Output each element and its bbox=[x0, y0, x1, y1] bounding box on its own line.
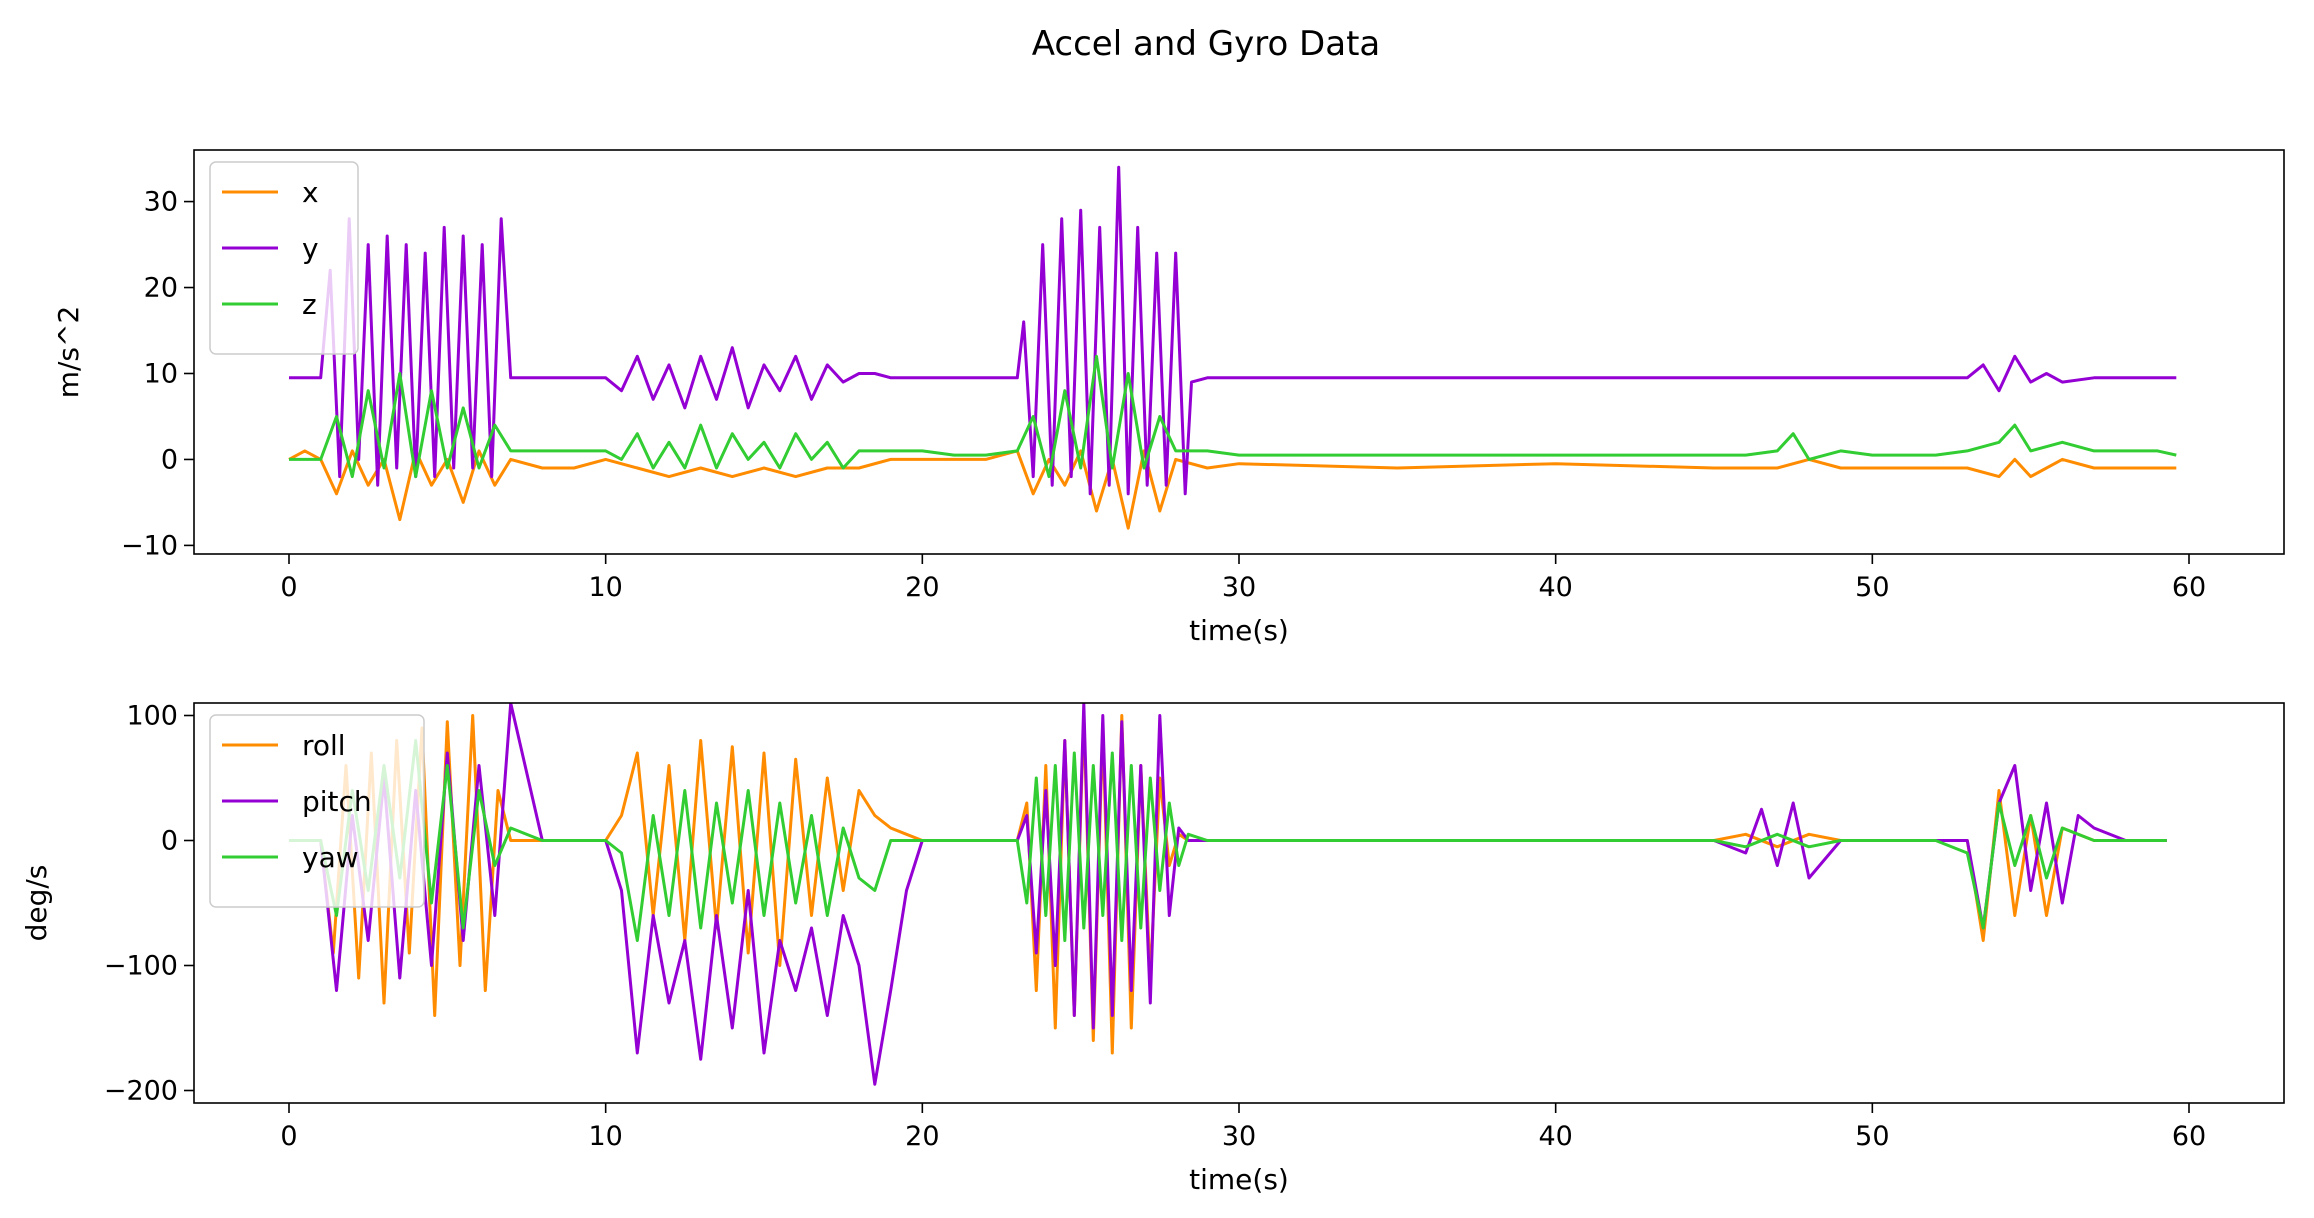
accel-series-lines bbox=[288, 165, 2177, 530]
figure-title: Accel and Gyro Data bbox=[1032, 24, 1380, 64]
accel-legend-label-y: y bbox=[302, 232, 319, 265]
accel-y-tick-label: −10 bbox=[121, 530, 178, 561]
gyro-x-tick-label: 50 bbox=[1855, 1121, 1889, 1152]
gyro-x-tick-label: 60 bbox=[2172, 1121, 2206, 1152]
accel-legend: xyz bbox=[209, 161, 359, 355]
gyro-series-yaw-line bbox=[289, 739, 2167, 942]
accel-y-tick-label: 30 bbox=[144, 187, 178, 218]
gyro-y-axis-label: deg/s bbox=[20, 865, 53, 942]
accel-x-tick-label: 50 bbox=[1855, 572, 1889, 603]
gyro-legend-label-roll: roll bbox=[302, 729, 346, 762]
gyro-legend: roll pitch yaw bbox=[209, 714, 425, 908]
accel-x-tick-label: 60 bbox=[2172, 572, 2206, 603]
gyro-x-axis-label: time(s) bbox=[1189, 1163, 1289, 1196]
gyro-x-tick-label: 20 bbox=[905, 1121, 939, 1152]
accel-series-y-line bbox=[289, 165, 2177, 496]
accel-series-x-line bbox=[288, 449, 2177, 530]
accel-y-tick-label: 0 bbox=[161, 444, 178, 475]
accel-x-axis-label: time(s) bbox=[1189, 614, 1289, 647]
accel-x-tick-label: 30 bbox=[1222, 572, 1256, 603]
accel-legend-box bbox=[209, 161, 359, 355]
gyro-y-tick-label: 0 bbox=[161, 826, 178, 857]
accel-y-axis-label: m/s^2 bbox=[52, 306, 85, 399]
accel-x-tick-label: 40 bbox=[1538, 572, 1572, 603]
gyro-legend-box bbox=[209, 714, 425, 908]
gyro-series-lines bbox=[289, 703, 2167, 1086]
gyro-x-tick-label: 0 bbox=[280, 1121, 297, 1152]
accel-legend-label-z: z bbox=[302, 288, 317, 321]
gyro-x-tick-label: 10 bbox=[588, 1121, 622, 1152]
accel-legend-label-x: x bbox=[302, 176, 319, 209]
gyro-legend-label-pitch: pitch bbox=[302, 785, 372, 818]
accel-x-tick-label: 20 bbox=[905, 572, 939, 603]
accel-y-tick-label: 20 bbox=[144, 273, 178, 304]
accel-series-z-line bbox=[289, 354, 2177, 479]
accel-y-tick-label: 10 bbox=[144, 358, 178, 389]
gyro-y-tick-label: −100 bbox=[104, 951, 178, 982]
gyro-x-tick-label: 30 bbox=[1222, 1121, 1256, 1152]
gyro-x-tick-label: 40 bbox=[1538, 1121, 1572, 1152]
gyro-subplot: 0 10 20 30 40 50 60 −200 −100 0 100 time(s) deg/s rol… bbox=[20, 701, 2285, 1196]
gyro-y-tick-label: 100 bbox=[126, 701, 178, 732]
accel-x-tick-label: 0 bbox=[280, 572, 297, 603]
accel-subplot: 0 10 20 30 40 50 60 −10 0 10 20 30 time(s) m/s^2 xyz bbox=[52, 149, 2285, 647]
gyro-y-tick-label: −200 bbox=[104, 1076, 178, 1107]
gyro-legend-label-yaw: yaw bbox=[302, 841, 359, 874]
accel-x-tick-label: 10 bbox=[588, 572, 622, 603]
